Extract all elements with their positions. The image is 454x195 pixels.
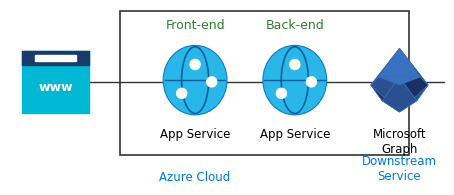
Bar: [120, 11, 410, 155]
Polygon shape: [382, 77, 417, 112]
Polygon shape: [379, 48, 420, 77]
Polygon shape: [400, 48, 428, 85]
Text: Microsoft
Graph: Microsoft Graph: [373, 128, 426, 156]
Circle shape: [206, 76, 217, 88]
Text: Back-end: Back-end: [266, 19, 324, 32]
Circle shape: [276, 88, 287, 99]
Text: Azure Cloud: Azure Cloud: [159, 171, 231, 184]
Bar: [22, 51, 89, 65]
Text: www: www: [38, 81, 73, 94]
Polygon shape: [379, 77, 420, 85]
Polygon shape: [400, 85, 428, 112]
Ellipse shape: [163, 45, 227, 115]
Text: App Service: App Service: [260, 128, 330, 141]
Circle shape: [189, 59, 201, 70]
Polygon shape: [400, 77, 428, 101]
Text: Downstream
Service: Downstream Service: [362, 155, 437, 183]
Ellipse shape: [263, 45, 327, 115]
Polygon shape: [371, 77, 400, 101]
Circle shape: [176, 88, 188, 99]
Polygon shape: [371, 85, 400, 112]
Circle shape: [306, 76, 317, 88]
Text: App Service: App Service: [160, 128, 230, 141]
Bar: [35, 55, 76, 61]
Text: Front-end: Front-end: [165, 19, 225, 32]
Polygon shape: [371, 48, 400, 85]
Bar: [22, 51, 89, 113]
Polygon shape: [371, 48, 428, 112]
Circle shape: [289, 59, 301, 70]
